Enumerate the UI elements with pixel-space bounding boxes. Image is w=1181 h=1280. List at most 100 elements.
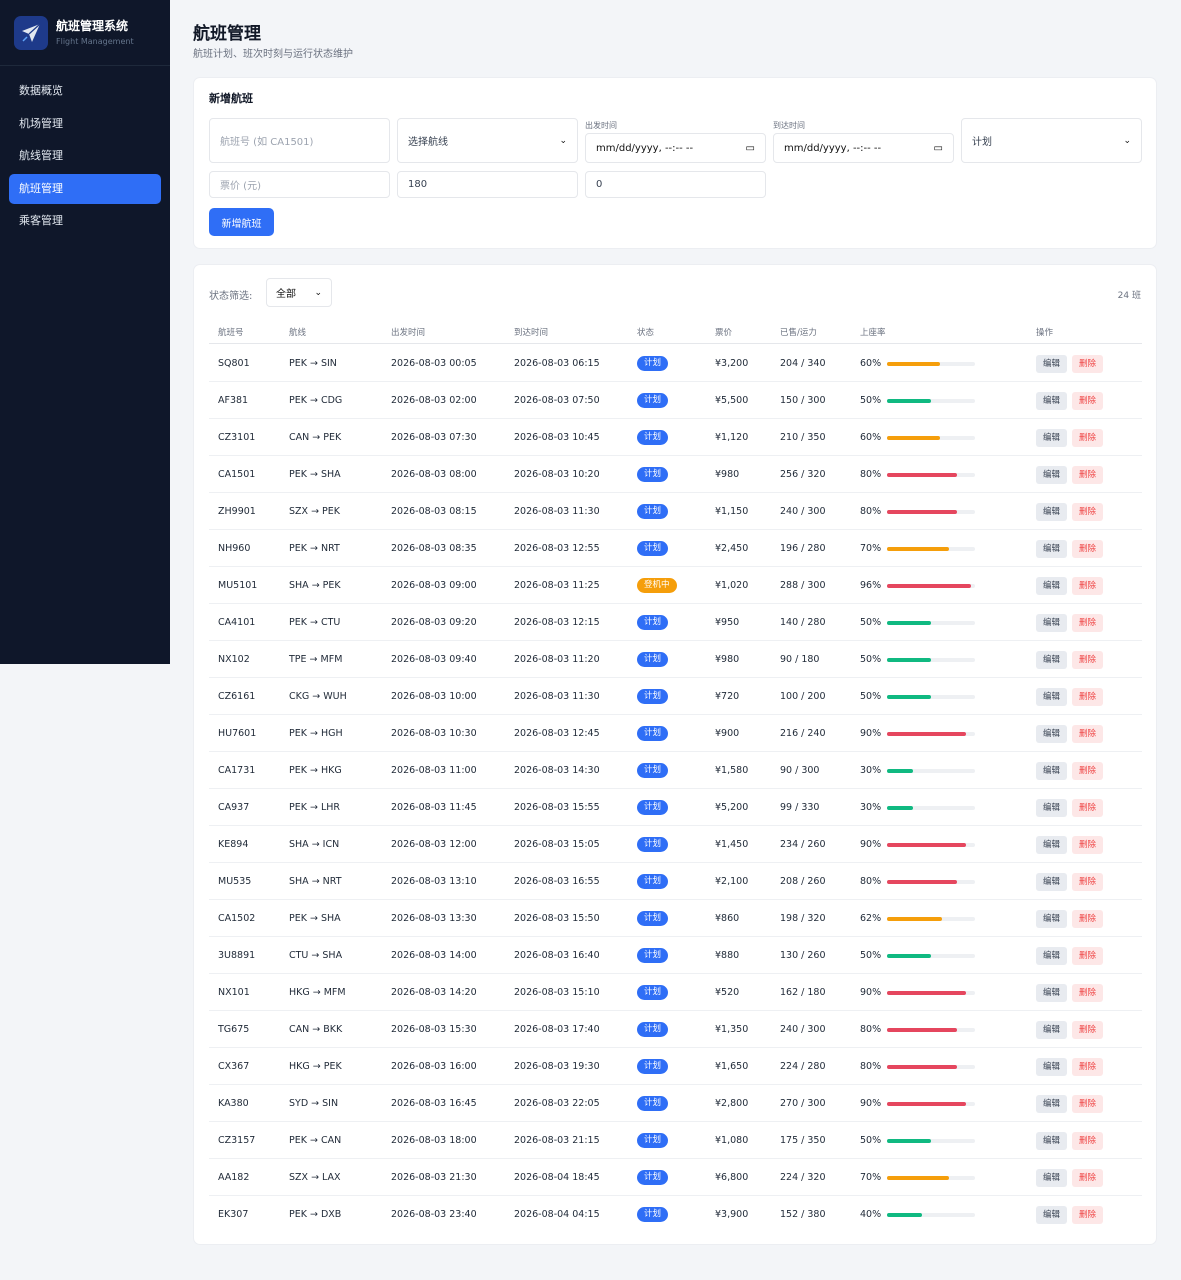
sidebar-item-overview[interactable]: 数据概览 xyxy=(19,84,63,97)
flight-route: PEK → SHA xyxy=(289,913,341,924)
load-factor: 50% xyxy=(860,382,975,419)
delete-button[interactable]: 删除 xyxy=(1072,391,1104,410)
departure-time: 2026-08-03 14:00 xyxy=(391,950,477,961)
depart-time-input[interactable]: mm/dd/yyyy, --:-- -- ▭ xyxy=(585,133,766,163)
edit-button[interactable]: 编辑 xyxy=(1036,909,1068,928)
status-badge: 计划 xyxy=(637,615,669,630)
delete-button[interactable]: 删除 xyxy=(1072,465,1104,484)
ticket-price: ¥5,200 xyxy=(715,802,749,813)
table-row: NH960 PEK → NRT 2026-08-03 08:35 2026-08-03… xyxy=(209,530,1142,567)
delete-button[interactable]: 删除 xyxy=(1072,724,1104,743)
load-factor-text: 90% xyxy=(860,728,882,739)
status-cell: 计划 xyxy=(637,826,669,863)
status-badge: 计划 xyxy=(637,800,669,815)
arrive-time-label: 到达时间 xyxy=(773,121,805,130)
ticket-price: ¥2,100 xyxy=(715,876,749,887)
arrival-time: 2026-08-03 10:20 xyxy=(514,469,600,480)
delete-button[interactable]: 删除 xyxy=(1072,613,1104,632)
route-select[interactable]: 选择航线 ⌄ xyxy=(397,118,578,163)
delete-button[interactable]: 删除 xyxy=(1072,354,1104,373)
table-row: CA1502 PEK → SHA 2026-08-03 13:30 2026-08-0… xyxy=(209,900,1142,937)
edit-button[interactable]: 编辑 xyxy=(1036,1168,1068,1187)
sidebar-item-flights[interactable]: 航班管理 xyxy=(9,173,161,204)
delete-button[interactable]: 删除 xyxy=(1072,687,1104,706)
delete-button[interactable]: 删除 xyxy=(1072,576,1104,595)
edit-button[interactable]: 编辑 xyxy=(1036,724,1068,743)
row-actions: 编辑 删除 xyxy=(1036,863,1104,900)
edit-button[interactable]: 编辑 xyxy=(1036,1020,1068,1039)
flight-list: 状态筛选: 全部 ⌄ 24 班 航班号 航线 出发时间 到达时间 状态 票价 已… xyxy=(193,264,1157,1245)
flight-number: MU535 xyxy=(218,876,252,887)
calendar-icon[interactable]: ▭ xyxy=(933,142,943,154)
delete-button[interactable]: 删除 xyxy=(1072,1057,1104,1076)
edit-button[interactable]: 编辑 xyxy=(1036,798,1068,817)
edit-button[interactable]: 编辑 xyxy=(1036,613,1068,632)
delete-button[interactable]: 删除 xyxy=(1072,1131,1104,1150)
status-badge: 计划 xyxy=(637,430,669,445)
price-placeholder: 票价 (元) xyxy=(220,181,261,192)
add-flight-button[interactable]: 新增航班 xyxy=(209,208,274,236)
flight-route: PEK → CTU xyxy=(289,617,341,628)
status-cell: 计划 xyxy=(637,1011,669,1048)
capacity-value: 180 xyxy=(408,179,428,190)
column-header: 航线 xyxy=(289,328,307,338)
sidebar-item-airports[interactable]: 机场管理 xyxy=(19,116,63,130)
delete-button[interactable]: 删除 xyxy=(1072,1168,1104,1187)
edit-button[interactable]: 编辑 xyxy=(1036,391,1068,410)
route-select-value: 选择航线 xyxy=(408,137,448,148)
delete-button[interactable]: 删除 xyxy=(1072,539,1104,558)
load-factor-bar xyxy=(887,584,975,588)
edit-button[interactable]: 编辑 xyxy=(1036,465,1068,484)
delete-button[interactable]: 删除 xyxy=(1072,650,1104,669)
sold-input[interactable]: 0 xyxy=(585,171,766,198)
sidebar-item-routes[interactable]: 航线管理 xyxy=(19,149,63,162)
load-factor-fill xyxy=(887,732,967,736)
edit-button[interactable]: 编辑 xyxy=(1036,983,1068,1002)
load-factor-text: 62% xyxy=(860,913,882,924)
edit-button[interactable]: 编辑 xyxy=(1036,650,1068,669)
delete-button[interactable]: 删除 xyxy=(1072,428,1104,447)
arrival-time: 2026-08-03 11:25 xyxy=(514,580,600,591)
delete-button[interactable]: 删除 xyxy=(1072,1094,1104,1113)
status-filter-select[interactable]: 全部 ⌄ xyxy=(266,278,332,307)
delete-button[interactable]: 删除 xyxy=(1072,946,1104,965)
row-actions: 编辑 删除 xyxy=(1036,715,1104,752)
edit-button[interactable]: 编辑 xyxy=(1036,539,1068,558)
delete-button[interactable]: 删除 xyxy=(1072,983,1104,1002)
edit-button[interactable]: 编辑 xyxy=(1036,761,1068,780)
edit-button[interactable]: 编辑 xyxy=(1036,1205,1068,1224)
delete-button[interactable]: 删除 xyxy=(1072,502,1104,521)
flight-number-input[interactable]: 航班号 (如 CA1501) xyxy=(209,118,390,163)
delete-button[interactable]: 删除 xyxy=(1072,909,1104,928)
edit-button[interactable]: 编辑 xyxy=(1036,946,1068,965)
delete-button[interactable]: 删除 xyxy=(1072,798,1104,817)
departure-time: 2026-08-03 11:45 xyxy=(391,802,477,813)
load-factor-text: 30% xyxy=(860,765,882,776)
flight-number: EK307 xyxy=(218,1209,249,1220)
edit-button[interactable]: 编辑 xyxy=(1036,502,1068,521)
price-input[interactable]: 票价 (元) xyxy=(209,171,390,198)
edit-button[interactable]: 编辑 xyxy=(1036,428,1068,447)
capacity-input[interactable]: 180 xyxy=(397,171,578,198)
edit-button[interactable]: 编辑 xyxy=(1036,872,1068,891)
edit-button[interactable]: 编辑 xyxy=(1036,576,1068,595)
delete-button[interactable]: 删除 xyxy=(1072,761,1104,780)
edit-button[interactable]: 编辑 xyxy=(1036,354,1068,373)
edit-button[interactable]: 编辑 xyxy=(1036,687,1068,706)
edit-button[interactable]: 编辑 xyxy=(1036,1131,1068,1150)
table-row: 3U8891 CTU → SHA 2026-08-03 14:00 2026-08-0… xyxy=(209,937,1142,974)
status-select[interactable]: 计划 ⌄ xyxy=(961,118,1142,163)
arrive-time-input[interactable]: mm/dd/yyyy, --:-- -- ▭ xyxy=(773,133,954,163)
ticket-price: ¥3,200 xyxy=(715,358,749,369)
sidebar-item-passengers[interactable]: 乘客管理 xyxy=(19,214,63,227)
edit-button[interactable]: 编辑 xyxy=(1036,1094,1068,1113)
status-cell: 计划 xyxy=(637,493,669,530)
calendar-icon[interactable]: ▭ xyxy=(745,142,755,154)
delete-button[interactable]: 删除 xyxy=(1072,1205,1104,1224)
delete-button[interactable]: 删除 xyxy=(1072,1020,1104,1039)
delete-button[interactable]: 删除 xyxy=(1072,835,1104,854)
edit-button[interactable]: 编辑 xyxy=(1036,835,1068,854)
delete-button[interactable]: 删除 xyxy=(1072,872,1104,891)
status-badge: 计划 xyxy=(637,467,669,482)
edit-button[interactable]: 编辑 xyxy=(1036,1057,1068,1076)
